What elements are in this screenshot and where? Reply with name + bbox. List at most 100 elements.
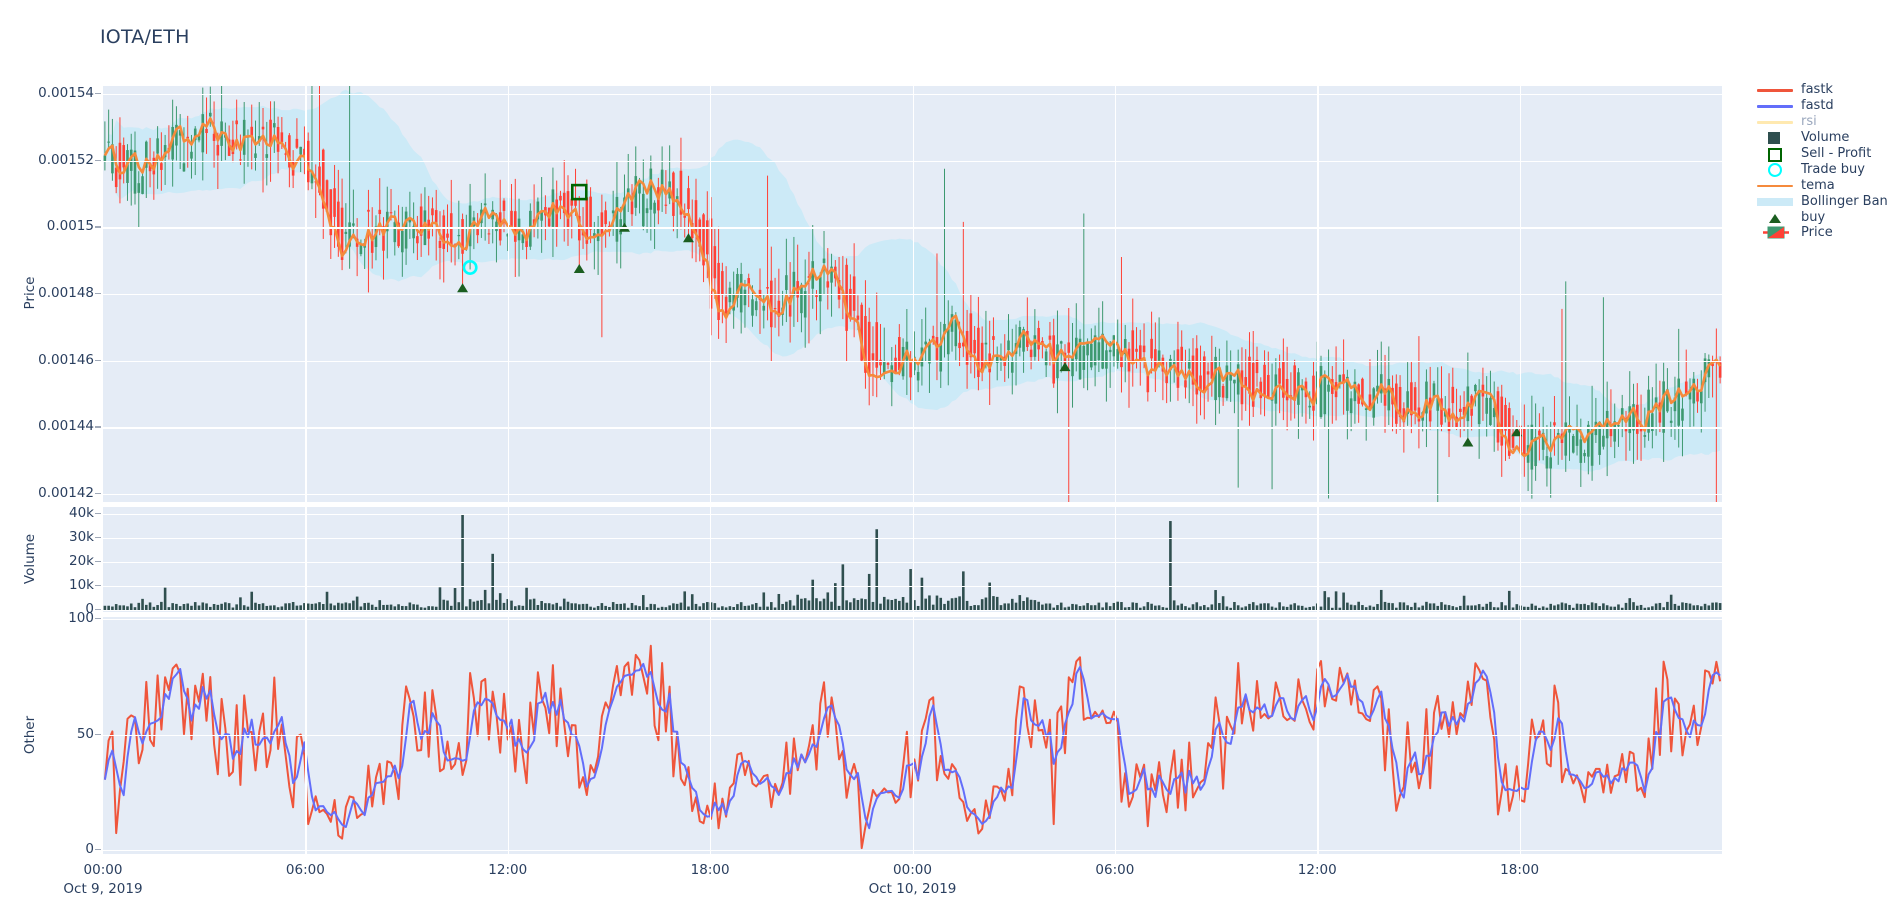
candle-body [958,342,961,349]
volume-bar [1643,607,1647,610]
candle-body [1500,396,1504,446]
volume-series[interactable] [103,514,1722,610]
volume-bar [1376,604,1379,610]
volume-bar [1187,607,1191,610]
volume-bar [566,601,570,610]
volume-bar [913,600,916,610]
candle-body [1116,349,1119,363]
volume-bar [796,594,799,610]
buy-marker-5[interactable] [1462,437,1474,447]
buy-marker-1[interactable] [573,264,585,274]
volume-bar [1063,607,1067,610]
legend-item-trade-buy[interactable]: Trade buy [1755,161,1888,177]
volume-bar [743,605,747,610]
buy-marker-3[interactable] [682,233,694,243]
volume-bar [1624,602,1628,610]
candle-body [1492,408,1496,418]
volume-bar [1278,602,1281,610]
volume-bar [1161,607,1165,610]
horizontal-gridline [103,734,1722,736]
volume-bar [649,603,653,610]
candle-body [254,153,257,158]
trade-markers[interactable] [457,183,1523,447]
candle-body [1549,457,1552,469]
volume-bar [1428,603,1432,610]
candle-body [653,202,656,214]
volume-bar [254,602,257,610]
volume-bar [886,599,890,610]
candle-body [449,213,453,247]
volume-bar [355,596,359,610]
candle-body [1300,386,1304,391]
volume-bar [1715,602,1718,610]
volume-bar [634,605,638,610]
volume-bar [1451,606,1455,610]
volume-bar [604,605,607,610]
legend-item-sell-profit[interactable]: Sell - Profit [1755,146,1888,162]
candle-body [1410,382,1413,416]
volume-bar [299,605,302,610]
volume-bar [653,604,656,610]
volume-bar [378,600,382,610]
candle-body [295,138,299,148]
volume-bar [348,603,351,610]
legend-item-rsi[interactable]: rsi [1755,114,1888,130]
volume-bar [1410,606,1413,610]
volume-bar [303,603,306,610]
buy-marker-2[interactable] [618,222,630,232]
legend-item-price[interactable]: Price [1755,225,1888,241]
candle-body [250,126,254,137]
volume-bar [1545,607,1549,610]
candle-body [397,222,400,247]
horizontal-gridline [103,619,1722,621]
volume-bar [1041,604,1044,610]
buy-marker-4[interactable] [1059,362,1071,372]
legend-item-fastk[interactable]: fastk [1755,82,1888,98]
volume-bar [1485,603,1488,610]
volume-bar [412,604,415,610]
buy-marker-0[interactable] [457,283,469,293]
candle-body [201,114,205,153]
legend-item-volume[interactable]: Volume [1755,130,1888,146]
volume-bar [107,605,110,610]
volume-bar [1477,604,1481,610]
candle-body [431,208,434,216]
candle-body [1218,368,1221,398]
trade-buy-marker[interactable] [462,259,478,275]
buy-marker-6[interactable] [1511,427,1523,437]
volume-bar [837,605,841,610]
volume-bar [1289,604,1293,610]
other-panel[interactable] [103,617,1722,854]
volume-bar [1684,602,1688,610]
candle-body [1489,397,1492,425]
volume-bar [333,605,336,610]
legend-item-buy[interactable]: buy [1755,209,1888,225]
candle-body [1383,388,1387,406]
candle-body [690,222,694,239]
legend-item-tema[interactable]: tema [1755,177,1888,193]
volume-bar [1127,607,1131,610]
volume-panel[interactable] [103,507,1722,612]
volume-bar [1293,603,1296,610]
candle-body [743,289,747,306]
volume-bar [977,605,980,610]
volume-bar [1319,606,1323,610]
volume-bar [830,601,833,610]
volume-bar [193,602,197,610]
candle-body [337,201,340,247]
volume-bar [1620,607,1624,610]
legend-item-bollinger-band[interactable]: Bollinger Band [1755,193,1888,209]
x-axis-tick-2: 12:00 [488,862,527,878]
sell-profit-marker[interactable] [570,183,588,201]
candle-body [788,297,792,317]
candle-body [800,284,803,314]
candle-body [724,296,728,314]
candle-body [303,148,306,156]
candle-body [875,322,879,368]
volume-bar [1210,604,1214,610]
volume-bar [781,603,784,610]
candle-body [860,304,863,361]
legend-item-fastd[interactable]: fastd [1755,98,1888,114]
legend[interactable]: fastk fastd rsi Volume Sell - Profit Trade bu… [1755,82,1888,241]
price-panel[interactable] [103,86,1722,502]
